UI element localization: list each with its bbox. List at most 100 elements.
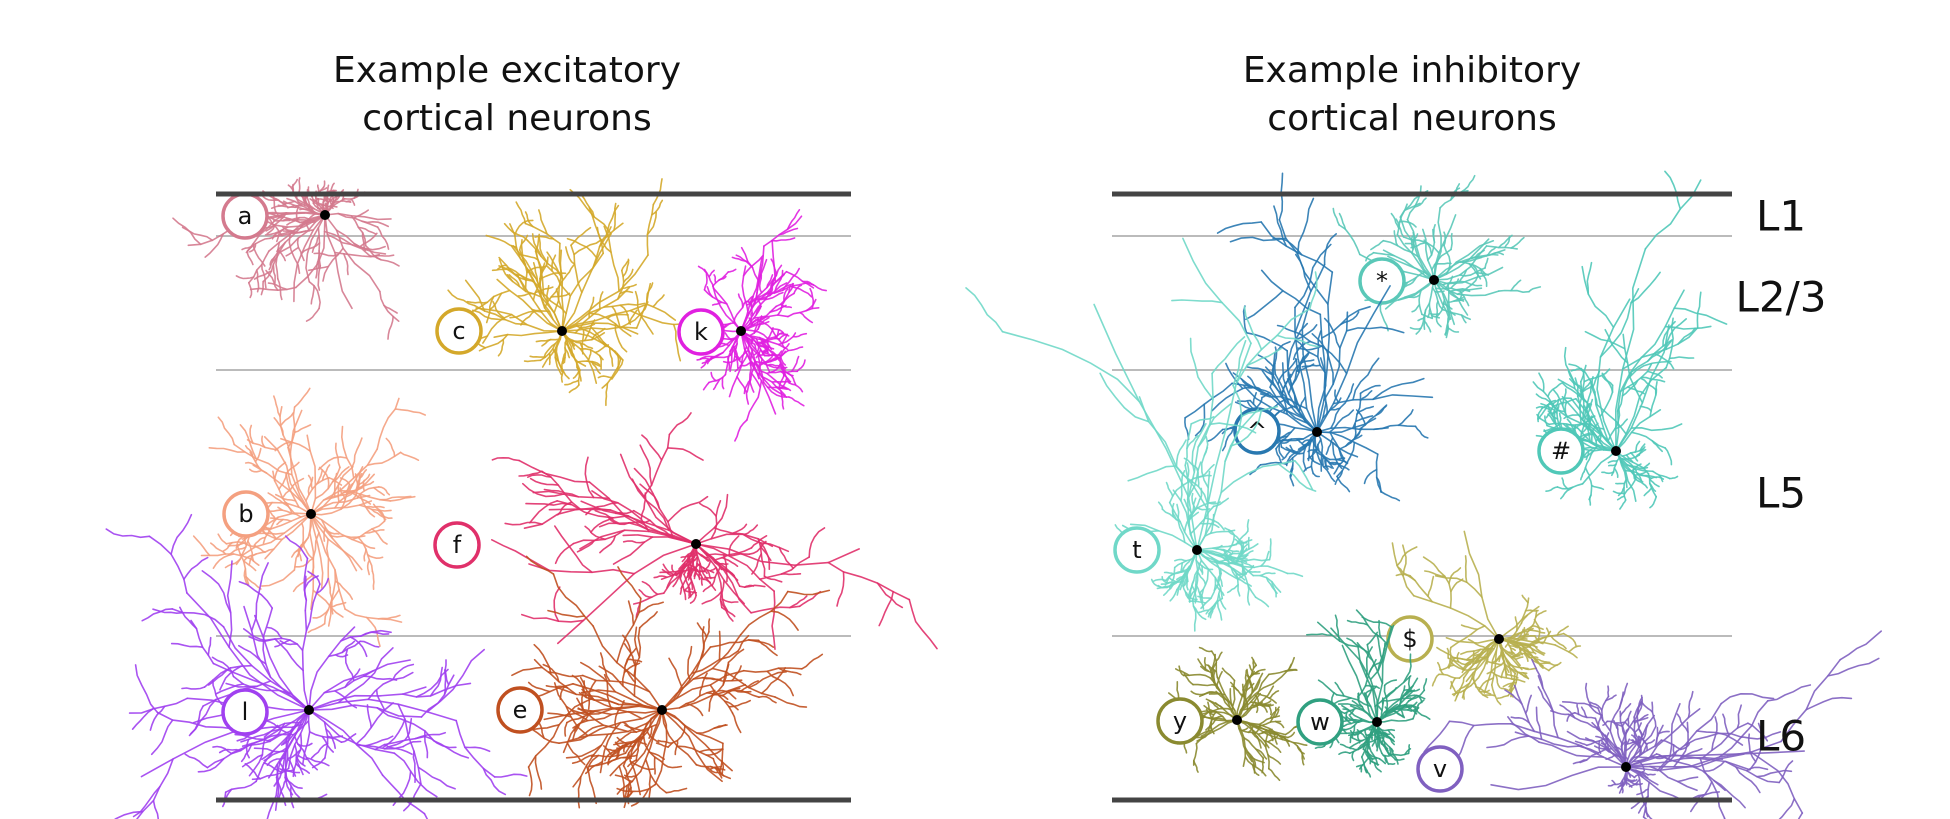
neurite [1246,519,1250,532]
neurite [1514,656,1524,660]
neurite [1649,388,1657,418]
neurite [1188,600,1207,604]
neurite [1182,549,1198,587]
neurite [337,647,394,704]
neurite [1376,634,1384,661]
neurite [1339,311,1360,326]
neurite [740,305,777,332]
neurite [1396,546,1418,567]
neurite [323,230,371,257]
neurite [286,758,297,777]
neurite [1513,684,1536,733]
neurite [1414,425,1429,439]
neurite [675,543,697,577]
neurite [179,606,198,630]
neurite [1479,268,1488,288]
neurite [1312,472,1320,478]
neurite [1472,638,1500,678]
neurite [1543,422,1562,432]
neurite [1220,460,1296,494]
neurite [337,483,340,503]
neurite [763,215,803,247]
neurite [678,574,687,601]
neurite [1378,619,1382,639]
neurite [622,258,630,278]
neurite [776,337,786,350]
neurite [646,303,677,321]
neurite [1191,492,1196,511]
neurite [527,766,533,797]
neurite [1413,595,1500,640]
neurite [767,345,775,350]
neurite [771,237,796,242]
neurite [1510,716,1530,724]
neurite [1596,404,1627,435]
neurite [222,626,310,711]
neurite [222,541,233,552]
neurite [366,559,371,576]
neurite [1219,534,1236,557]
neurite [340,733,357,743]
neurite [635,282,652,329]
neurite [1191,599,1197,632]
neurite [1498,636,1556,646]
neurite [1351,750,1355,762]
neurite [1163,571,1175,575]
neurite [249,468,263,473]
neurite [1352,357,1380,401]
neurite [1658,730,1670,735]
neurite [702,561,711,573]
neurite [598,291,604,310]
neurite [702,381,710,391]
neurite [679,584,684,595]
neurite [1605,694,1617,702]
neurite [261,214,326,228]
neurite [1648,477,1660,488]
neurite [365,735,394,747]
neurite [699,672,708,697]
neurite [276,230,280,243]
panel-title: Example inhibitory [1243,50,1581,91]
neurite [285,246,300,257]
neurite [1325,436,1334,455]
neurite [420,674,455,718]
neurite [614,774,634,783]
neurite [279,406,292,454]
neurite [1780,658,1841,743]
neurite [383,304,398,314]
neurite [306,434,317,515]
neurite [683,543,697,576]
neurite [310,284,315,305]
neurite [1228,549,1240,553]
neurite [1510,723,1627,768]
neurite [1398,685,1406,708]
neurite [1353,422,1357,439]
neurite [1615,367,1667,452]
layer-label: L1 [1756,192,1806,241]
neurite [624,709,663,779]
neurite [1330,395,1350,429]
layer-lines [216,235,1732,637]
label-ring [221,688,269,736]
neurite [758,353,781,357]
neurite [1596,716,1602,730]
neurite [1548,422,1579,429]
neurite [1703,760,1726,772]
neurite [689,594,697,604]
neurite [1767,684,1812,702]
neurite [1252,574,1282,593]
neurite [1268,538,1272,561]
neurite [710,371,718,382]
neurite [693,570,697,580]
neurite [1447,282,1455,326]
neurite [242,560,257,572]
neurite [294,203,303,209]
neurite [1093,303,1198,551]
neurite [292,575,313,593]
neurite [1805,696,1853,711]
label-ring [496,686,544,734]
neurite [1561,388,1567,407]
neurite [1702,722,1749,759]
neurite [1186,435,1199,450]
neurite [1254,596,1270,608]
